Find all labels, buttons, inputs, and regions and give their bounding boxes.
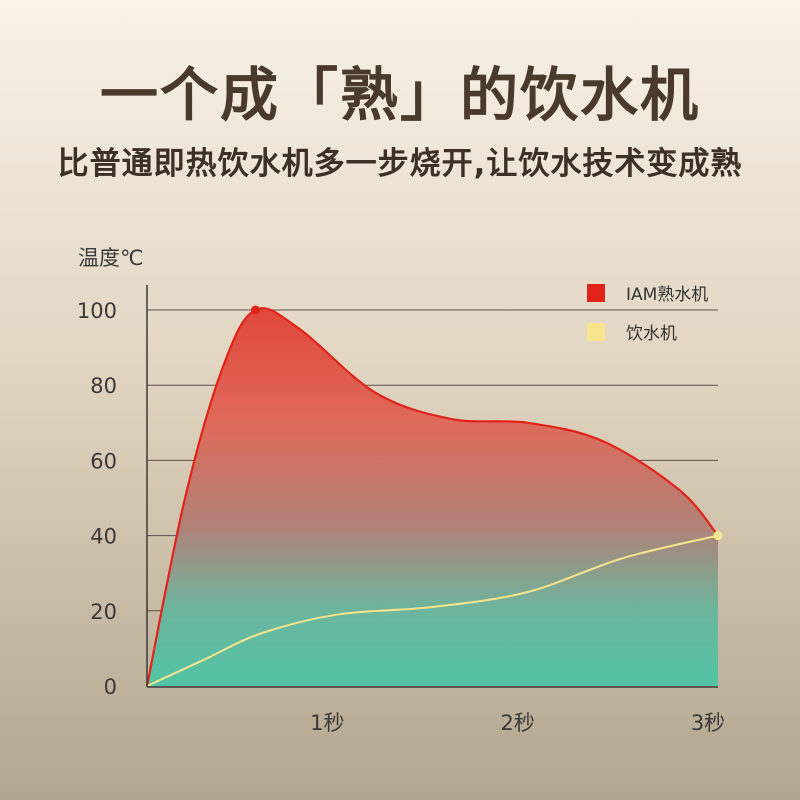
series-line [146, 534, 719, 687]
y-tick-labels: 0 20 40 60 80 100 [77, 299, 117, 699]
page-title: 一个成「熟」的饮水机 [99, 61, 700, 129]
x-tick-label: 3秒 [691, 711, 725, 735]
x-tick-label: 1秒 [310, 711, 344, 735]
legend-label: IAM熟水机 [626, 284, 708, 305]
y-tick-label: 20 [90, 600, 117, 624]
series-lines [145, 307, 719, 687]
y-tick-label: 40 [90, 525, 117, 549]
x-tick-labels: 1秒 2秒 3秒 [310, 711, 725, 735]
legend-label: 饮水机 [626, 324, 677, 344]
series-line [145, 307, 719, 687]
y-tick-label: 0 [104, 675, 117, 699]
legend-swatch [587, 323, 605, 341]
y-tick-label: 80 [90, 374, 117, 398]
y-tick-label: 60 [90, 449, 117, 473]
y-tick-label: 100 [77, 299, 117, 323]
data-point [250, 305, 260, 315]
legend-swatch [587, 284, 605, 302]
page-subtitle: 比普通即热饮水机多一步烧开,让饮水技术变成熟 [57, 146, 743, 182]
series-markers [250, 305, 723, 541]
data-point [713, 531, 723, 541]
y-axis-label: 温度℃ [78, 246, 144, 270]
x-tick-label: 2秒 [500, 711, 534, 735]
series-area-fill [147, 308, 718, 686]
